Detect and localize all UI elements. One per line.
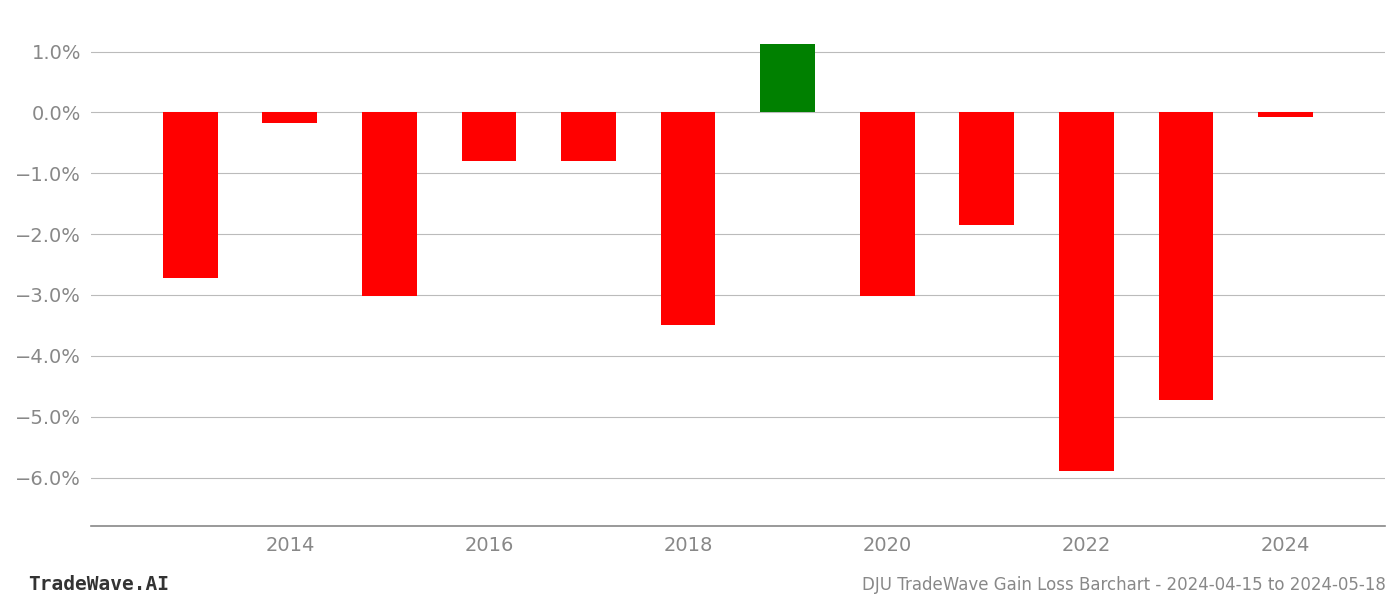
- Bar: [959, 112, 1014, 225]
- Bar: [462, 112, 517, 161]
- Bar: [1058, 112, 1113, 472]
- Bar: [262, 112, 318, 124]
- Bar: [1259, 112, 1313, 117]
- Text: TradeWave.AI: TradeWave.AI: [28, 575, 169, 594]
- Bar: [363, 112, 417, 296]
- Bar: [760, 44, 815, 112]
- Bar: [661, 112, 715, 325]
- Bar: [162, 112, 217, 278]
- Text: DJU TradeWave Gain Loss Barchart - 2024-04-15 to 2024-05-18: DJU TradeWave Gain Loss Barchart - 2024-…: [862, 576, 1386, 594]
- Bar: [1159, 112, 1214, 400]
- Bar: [561, 112, 616, 161]
- Bar: [860, 112, 914, 296]
